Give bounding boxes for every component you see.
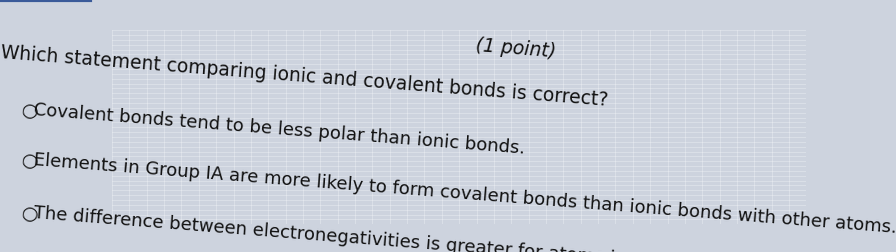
Text: ○: ○	[21, 204, 39, 224]
Text: The difference between electronegativities is greater for atoms in covalent bond: The difference between electronegativiti…	[32, 204, 896, 252]
Text: Elements in Group IA are more likely to form covalent bonds than ionic bonds wit: Elements in Group IA are more likely to …	[32, 151, 896, 237]
Text: ○: ○	[21, 101, 39, 121]
Text: Which statement comparing ionic and covalent bonds is correct?: Which statement comparing ionic and cova…	[0, 43, 609, 110]
Text: (1 point): (1 point)	[462, 35, 556, 61]
Text: ○: ○	[21, 151, 39, 171]
Text: Covalent bonds tend to be less polar than ionic bonds.: Covalent bonds tend to be less polar tha…	[32, 101, 525, 158]
